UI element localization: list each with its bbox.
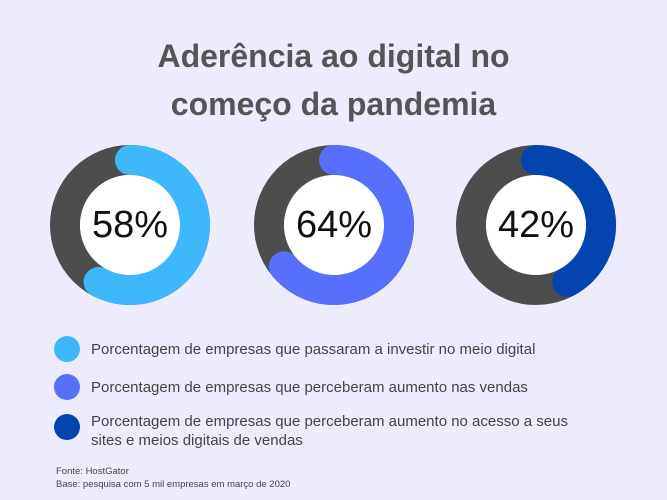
donut-value-arc-3 <box>456 145 616 305</box>
donut-hole-2 <box>284 175 384 275</box>
donut-value-arc-2 <box>254 145 414 305</box>
footer-base: Base: pesquisa com 5 mil empresas em mar… <box>56 479 291 490</box>
donut-hole-3 <box>486 175 586 275</box>
donut-chart-1-svg <box>50 145 210 305</box>
donut-value-label-3: 42% <box>497 203 575 246</box>
legend-label-1: Porcentagem de empresas que passaram a i… <box>91 341 536 358</box>
legend-swatch-2 <box>54 374 80 400</box>
donut-value-label-1: 58% <box>91 203 169 246</box>
donut-value-label-2: 64% <box>295 203 373 246</box>
legend-swatch-1 <box>54 336 80 362</box>
chart-title: Aderência ao digital no começo da pandem… <box>0 32 667 128</box>
donut-value-arc-1 <box>50 145 210 305</box>
donut-chart-2-svg <box>254 145 414 305</box>
legend-swatch-3 <box>54 414 80 440</box>
chart-title-line-2: começo da pandemia <box>170 86 497 122</box>
donut-chart-2: 64% <box>254 145 414 305</box>
donut-chart-1: 58% <box>50 145 210 305</box>
donut-hole-1 <box>80 175 180 275</box>
legend-label-2: Porcentagem de empresas que perceberam a… <box>91 379 528 396</box>
footer-source: Fonte: HostGator <box>56 466 129 477</box>
chart-title-line-1: Aderência ao digital no <box>157 38 510 74</box>
legend-label-3: Porcentagem de empresas que perceberam a… <box>91 413 568 449</box>
donut-chart-3-svg <box>456 145 616 305</box>
donut-chart-3: 42% <box>456 145 616 305</box>
footer-notes: Fonte: HostGator Base: pesquisa com 5 mi… <box>56 465 290 491</box>
